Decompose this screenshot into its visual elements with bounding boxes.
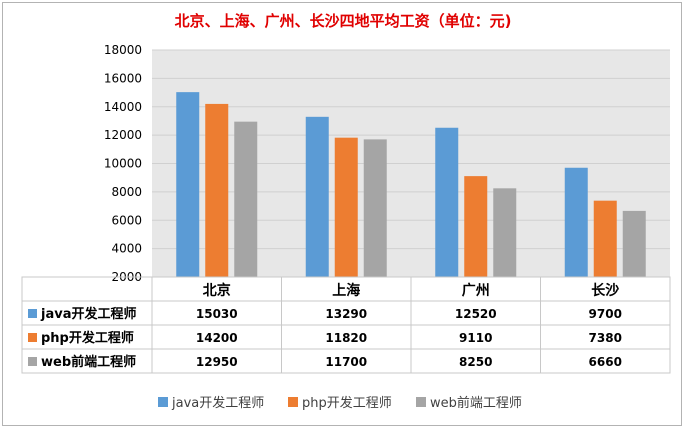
y-tick-label: 4000	[111, 242, 142, 256]
chart-title: 北京、上海、广州、长沙四地平均工资（单位：元)	[174, 12, 512, 30]
legend-key	[158, 397, 168, 407]
table-cell: 7380	[589, 331, 622, 345]
bar	[435, 127, 459, 277]
table-cell: 9700	[589, 307, 622, 321]
bar	[622, 210, 646, 277]
bar	[564, 167, 588, 277]
y-tick-label: 18000	[104, 43, 142, 57]
y-tick-label: 12000	[104, 128, 142, 142]
y-tick-label: 16000	[104, 71, 142, 85]
category-label: 上海	[332, 282, 360, 299]
table-cell: 12520	[455, 307, 497, 321]
bar	[305, 116, 329, 278]
table-cell: 11820	[325, 331, 367, 345]
table-cell: 8250	[459, 355, 492, 369]
bar	[234, 121, 258, 277]
y-tick-label: 14000	[104, 100, 142, 114]
bar	[464, 176, 488, 277]
legend-label: web前端工程师	[430, 395, 522, 411]
legend-label: java开发工程师	[171, 395, 264, 411]
category-label: 北京	[203, 282, 231, 299]
y-tick-label: 8000	[111, 185, 142, 199]
legend-key	[416, 397, 426, 407]
category-label: 长沙	[591, 282, 619, 299]
table-cell: 6660	[589, 355, 622, 369]
category-label: 广州	[462, 282, 490, 299]
y-tick-label: 10000	[104, 157, 142, 171]
bar	[205, 103, 229, 277]
table-legend-key	[28, 333, 37, 342]
legend-key	[288, 397, 298, 407]
table-row-label: java开发工程师	[40, 306, 136, 322]
table-cell: 14200	[196, 331, 238, 345]
legend-label: php开发工程师	[302, 395, 392, 411]
bar	[593, 200, 617, 277]
bar	[363, 139, 387, 277]
bar	[334, 137, 358, 277]
table-cell: 15030	[196, 307, 238, 321]
y-tick-label: 6000	[111, 213, 142, 227]
table-legend-key	[28, 357, 37, 366]
table-cell: 12950	[196, 355, 238, 369]
table-cell: 9110	[459, 331, 492, 345]
table-row-label: web前端工程师	[41, 354, 136, 370]
table-row-label: php开发工程师	[41, 330, 134, 346]
bar	[493, 188, 517, 277]
table-cell: 13290	[325, 307, 367, 321]
table-cell: 11700	[325, 355, 367, 369]
table-legend-key	[28, 309, 37, 318]
bar	[176, 92, 200, 277]
